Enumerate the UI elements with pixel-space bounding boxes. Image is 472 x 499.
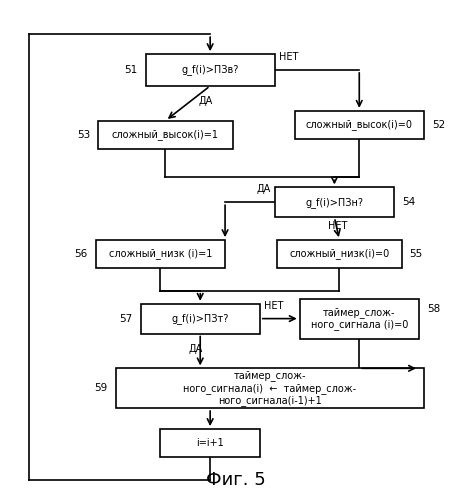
Text: g_f(i)>ПЗт?: g_f(i)>ПЗт? [171, 313, 229, 324]
Text: 59: 59 [94, 383, 108, 393]
Text: 51: 51 [124, 65, 137, 75]
Text: 57: 57 [119, 313, 133, 324]
FancyBboxPatch shape [160, 429, 260, 457]
Text: 56: 56 [75, 249, 88, 259]
Text: Фиг. 5: Фиг. 5 [206, 471, 266, 489]
Text: 53: 53 [77, 130, 90, 140]
FancyBboxPatch shape [145, 54, 275, 86]
Text: ДА: ДА [257, 184, 271, 194]
Text: сложный_низк (i)=1: сложный_низк (i)=1 [109, 249, 212, 259]
Text: таймер_слож-
ного_сигнала (i)=0: таймер_слож- ного_сигнала (i)=0 [311, 307, 408, 330]
FancyBboxPatch shape [275, 187, 394, 217]
FancyBboxPatch shape [141, 304, 260, 333]
Text: 58: 58 [427, 304, 440, 314]
Text: таймер_слож-
ного_сигнала(i)  ←  таймер_слож-
ного_сигнала(i-1)+1: таймер_слож- ного_сигнала(i) ← таймер_сл… [183, 370, 356, 406]
Text: 54: 54 [402, 197, 415, 207]
Text: ДА: ДА [188, 343, 202, 353]
Text: НЕТ: НЕТ [279, 52, 298, 62]
Text: НЕТ: НЕТ [264, 301, 283, 311]
Text: сложный_высок(i)=0: сложный_высок(i)=0 [306, 119, 413, 130]
Text: ДА: ДА [198, 96, 212, 106]
FancyBboxPatch shape [98, 121, 233, 149]
Text: НЕТ: НЕТ [328, 221, 347, 231]
FancyBboxPatch shape [116, 368, 424, 408]
Text: сложный_высок(i)=1: сложный_высок(i)=1 [112, 129, 219, 140]
Text: сложный_низк(i)=0: сложный_низк(i)=0 [289, 249, 389, 259]
Text: i=i+1: i=i+1 [196, 438, 224, 448]
Text: 52: 52 [432, 120, 445, 130]
FancyBboxPatch shape [277, 240, 402, 268]
Text: g_f(i)>ПЗн?: g_f(i)>ПЗн? [305, 197, 363, 208]
FancyBboxPatch shape [300, 299, 419, 338]
Text: 55: 55 [410, 249, 423, 259]
FancyBboxPatch shape [96, 240, 225, 268]
Text: g_f(i)>ПЗв?: g_f(i)>ПЗв? [181, 64, 239, 75]
FancyBboxPatch shape [295, 111, 424, 139]
